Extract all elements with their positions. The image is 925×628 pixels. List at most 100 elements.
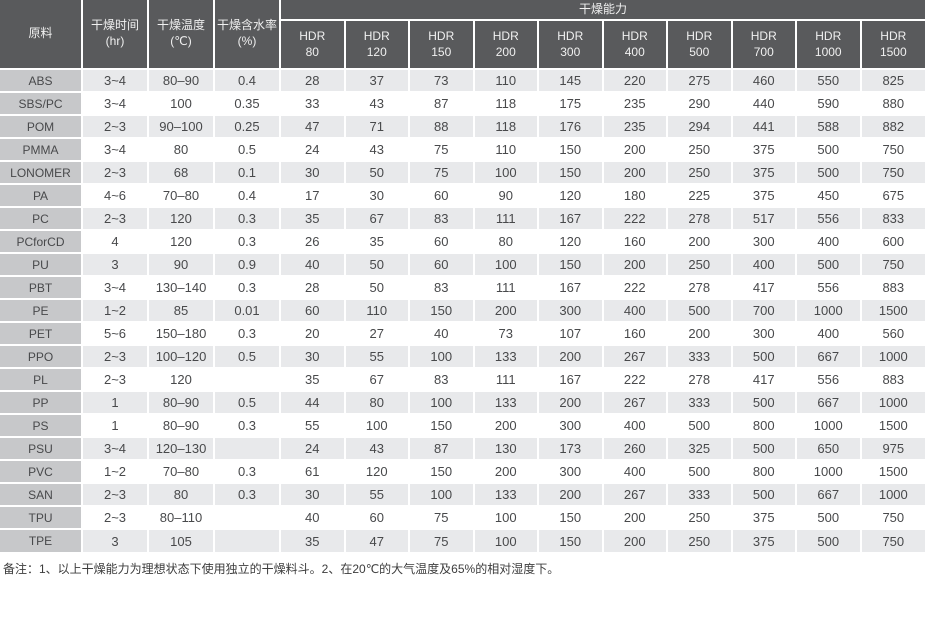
material-cell: PMMA (0, 137, 83, 162)
capacity-cell-hdr-120: 71 (343, 114, 410, 139)
moisture-cell: 0.01 (213, 298, 281, 323)
capacity-cell-hdr-300: 300 (537, 413, 604, 438)
capacity-cell-hdr-1500: 1500 (859, 459, 925, 484)
capacity-cell-hdr-1500: 675 (859, 183, 925, 208)
capacity-cell-hdr-300: 150 (537, 137, 604, 162)
capacity-cell-hdr-150: 83 (408, 275, 475, 300)
col-header-hdr-1500: HDR 1500 (859, 19, 925, 70)
material-cell: TPE (0, 528, 83, 552)
capacity-cell-hdr-80: 60 (279, 298, 346, 323)
material-cell: LONOMER (0, 160, 83, 185)
table-row-abs: ABS 3~4 80–90 0.4 28 37 73 110 145 220 275 460 550 82… (0, 68, 925, 93)
capacity-cell-hdr-1000: 588 (795, 114, 862, 139)
capacity-cell-hdr-1500: 1500 (859, 298, 925, 323)
capacity-cell-hdr-500: 333 (666, 344, 733, 369)
table-row-tpe: TPE 3 105 35 47 75 100 150 200 250 375 500 750 (0, 528, 925, 552)
table-row-pa: PA 4~6 70–80 0.4 17 30 60 90 120 180 225 375 450 675 (0, 183, 925, 208)
material-cell: PET (0, 321, 83, 346)
capacity-cell-hdr-120: 55 (343, 344, 410, 369)
temp-cell: 80 (147, 137, 215, 162)
material-cell: PP (0, 390, 83, 415)
moisture-cell: 0.5 (213, 390, 281, 415)
capacity-cell-hdr-300: 150 (537, 528, 604, 552)
col-header-material: 原料 (0, 0, 83, 70)
capacity-cell-hdr-200: 80 (472, 229, 539, 254)
capacity-cell-hdr-500: 333 (666, 482, 733, 507)
capacity-cell-hdr-700: 417 (730, 275, 797, 300)
col-header-drying-temp: 干燥温度 (℃) (147, 0, 215, 70)
capacity-cell-hdr-1000: 1000 (795, 459, 862, 484)
moisture-cell: 0.5 (213, 137, 281, 162)
col-header-drying-temp-label: 干燥温度 (156, 18, 205, 33)
capacity-cell-hdr-120: 67 (343, 206, 410, 231)
material-cell: TPU (0, 505, 83, 530)
capacity-cell-hdr-120: 35 (343, 229, 410, 254)
header-row-models: HDR 80 HDR 120 HDR 150 HDR 200 HDR 300 HDR 400 HDR 50… (0, 19, 925, 70)
capacity-cell-hdr-80: 28 (279, 275, 346, 300)
capacity-cell-hdr-1500: 880 (859, 91, 925, 116)
time-cell: 3 (81, 252, 149, 277)
capacity-cell-hdr-700: 440 (730, 91, 797, 116)
capacity-cell-hdr-400: 200 (601, 252, 668, 277)
capacity-cell-hdr-200: 100 (472, 505, 539, 530)
capacity-cell-hdr-300: 167 (537, 206, 604, 231)
col-header-drying-time-unit: (hr) (105, 34, 125, 48)
table-row-pet: PET 5~6 150–180 0.3 20 27 40 73 107 160 200 300 400 5… (0, 321, 925, 346)
capacity-cell-hdr-150: 150 (408, 298, 475, 323)
capacity-cell-hdr-700: 441 (730, 114, 797, 139)
time-cell: 3~4 (81, 137, 149, 162)
capacity-cell-hdr-700: 375 (730, 528, 797, 552)
moisture-cell: 0.4 (213, 183, 281, 208)
time-cell: 1 (81, 413, 149, 438)
moisture-cell: 0.3 (213, 413, 281, 438)
capacity-cell-hdr-400: 222 (601, 275, 668, 300)
table-row-ps: PS 1 80–90 0.3 55 100 150 200 300 400 500 800 1000 15… (0, 413, 925, 438)
temp-cell: 85 (147, 298, 215, 323)
capacity-cell-hdr-1500: 1000 (859, 344, 925, 369)
capacity-cell-hdr-80: 55 (279, 413, 346, 438)
capacity-cell-hdr-400: 222 (601, 367, 668, 392)
capacity-cell-hdr-150: 83 (408, 367, 475, 392)
capacity-cell-hdr-1000: 1000 (795, 298, 862, 323)
capacity-cell-hdr-400: 267 (601, 482, 668, 507)
capacity-cell-hdr-400: 160 (601, 229, 668, 254)
capacity-cell-hdr-1000: 500 (795, 137, 862, 162)
capacity-cell-hdr-1500: 975 (859, 436, 925, 461)
capacity-cell-hdr-500: 275 (666, 68, 733, 93)
material-cell: ABS (0, 68, 83, 93)
moisture-cell: 0.3 (213, 321, 281, 346)
moisture-cell: 0.35 (213, 91, 281, 116)
capacity-cell-hdr-700: 375 (730, 137, 797, 162)
time-cell: 3~4 (81, 275, 149, 300)
time-cell: 3~4 (81, 436, 149, 461)
capacity-cell-hdr-150: 100 (408, 482, 475, 507)
capacity-cell-hdr-150: 87 (408, 436, 475, 461)
moisture-cell (213, 367, 281, 392)
capacity-cell-hdr-400: 260 (601, 436, 668, 461)
capacity-cell-hdr-300: 300 (537, 298, 604, 323)
capacity-cell-hdr-80: 61 (279, 459, 346, 484)
capacity-cell-hdr-150: 75 (408, 160, 475, 185)
time-cell: 5~6 (81, 321, 149, 346)
capacity-cell-hdr-400: 267 (601, 390, 668, 415)
capacity-cell-hdr-700: 500 (730, 482, 797, 507)
capacity-cell-hdr-700: 500 (730, 344, 797, 369)
material-cell: PBT (0, 275, 83, 300)
capacity-cell-hdr-80: 30 (279, 344, 346, 369)
material-cell: PPO (0, 344, 83, 369)
capacity-cell-hdr-400: 200 (601, 160, 668, 185)
capacity-cell-hdr-1500: 883 (859, 275, 925, 300)
capacity-cell-hdr-80: 30 (279, 482, 346, 507)
capacity-cell-hdr-1500: 882 (859, 114, 925, 139)
capacity-cell-hdr-200: 73 (472, 321, 539, 346)
capacity-cell-hdr-400: 220 (601, 68, 668, 93)
table-row-pvc: PVC 1~2 70–80 0.3 61 120 150 200 300 400 500 800 100… (0, 459, 925, 484)
capacity-cell-hdr-1000: 400 (795, 229, 862, 254)
table-row-pl: PL 2~3 120 35 67 83 111 167 222 278 417 556 883 (0, 367, 925, 392)
temp-cell: 120 (147, 206, 215, 231)
capacity-cell-hdr-1000: 500 (795, 528, 862, 552)
capacity-cell-hdr-500: 278 (666, 367, 733, 392)
drying-capacity-table: 原料 干燥时间 (hr) 干燥温度 (℃) 干燥含水率 (%) 干燥能力 HDR… (0, 0, 925, 552)
temp-cell: 70–80 (147, 459, 215, 484)
capacity-cell-hdr-1000: 500 (795, 505, 862, 530)
